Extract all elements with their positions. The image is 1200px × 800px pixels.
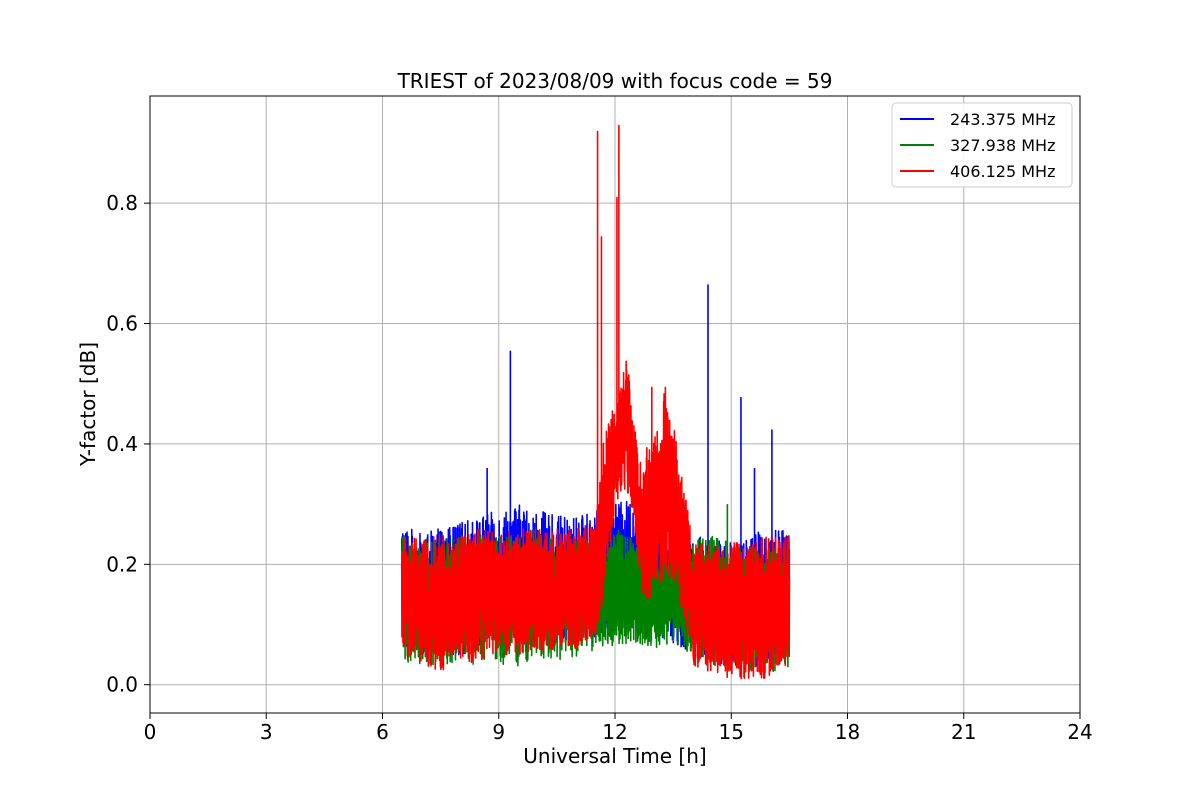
chart-title: TRIEST of 2023/08/09 with focus code = 5… [397,69,833,93]
series-line-406-125-mhz [401,124,791,680]
y-tick-label: 0.6 [106,312,138,336]
x-tick-label: 9 [492,720,505,744]
y-axis-label: Y-factor [dB] [76,342,100,467]
legend-box [891,102,1073,188]
x-tick-label: 0 [144,720,157,744]
x-axis-label: Universal Time [h] [523,744,706,768]
x-tick-label: 21 [951,720,976,744]
legend-label: 406.125 MHz [950,162,1055,181]
x-tick-label: 12 [602,720,627,744]
y-tick-label: 0.2 [106,552,138,576]
y-tick-label: 0.4 [106,432,138,456]
x-tick-label: 24 [1067,720,1092,744]
x-tick-label: 6 [376,720,389,744]
y-tick-label: 0.0 [106,673,138,697]
legend-label: 327.938 MHz [950,136,1055,155]
x-tick-label: 15 [719,720,744,744]
y-tick-label: 0.8 [106,191,138,215]
legend: 243.375 MHz 327.938 MHz 406.125 MHz [891,102,1073,188]
legend-label: 243.375 MHz [950,110,1055,129]
x-tick-label: 18 [835,720,860,744]
axis-ticks: 0 3 6 9 12 15 18 21 24 0.0 0.2 0.4 0.6 0.8 [106,191,1093,744]
x-tick-label: 3 [260,720,273,744]
plot-series [401,124,791,680]
